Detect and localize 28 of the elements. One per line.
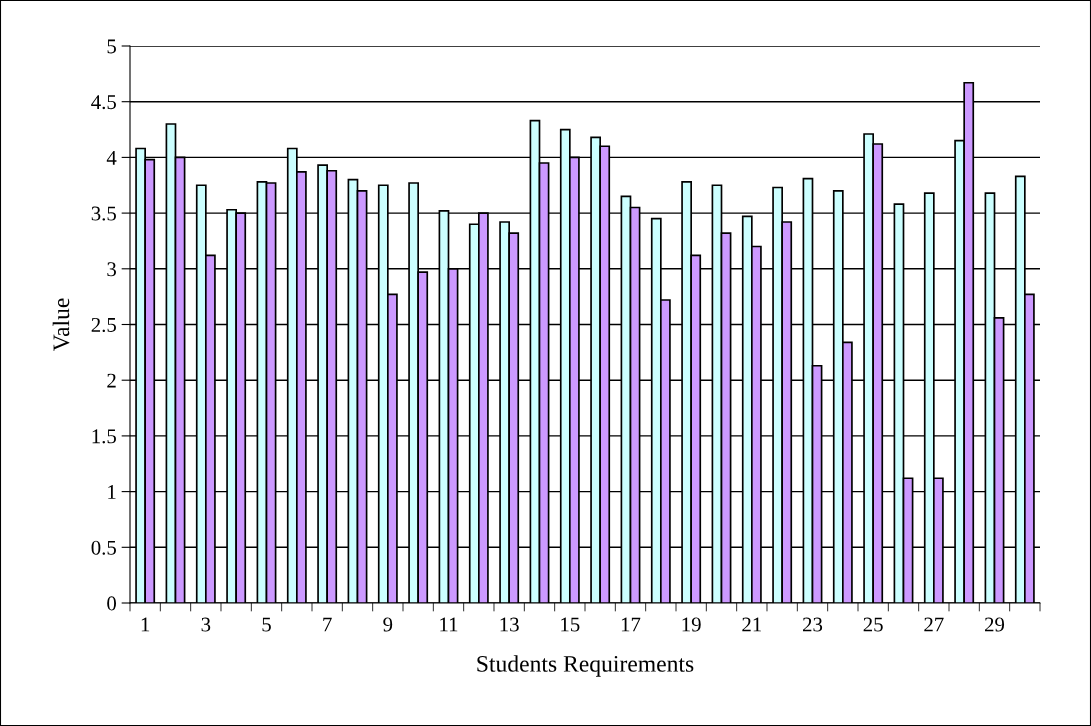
x-tick-label: 5 [262,617,271,632]
x-tick-label: 7 [323,617,332,632]
y-tick-label: 4.5 [91,95,116,110]
x-tick-label: 21 [742,617,761,632]
x-tick-label: 27 [924,617,944,632]
y-tick-label: 3.5 [91,206,116,221]
x-tick-label: 1 [141,617,150,632]
y-tick-label: 3 [107,262,116,277]
x-axis-title: Students Requirements [477,655,694,677]
x-tick-label: 15 [561,617,580,632]
x-tick-label: 23 [803,617,823,632]
x-tick-label: 29 [985,617,1005,632]
x-tick-label: 9 [383,617,393,632]
x-tick-label: 17 [621,617,641,632]
y-tick-label: 5 [107,39,116,54]
x-tick-label: 19 [682,617,701,632]
y-tick-label: 2 [107,373,116,388]
y-tick-label: 1 [108,485,116,499]
y-tick-label: 4 [106,150,117,165]
x-tick-label: 25 [863,617,883,632]
y-axis-title: Value [52,298,70,352]
y-tick-label: 0 [107,596,117,611]
y-tick-label: 2.5 [91,317,116,333]
x-tick-label: 3 [201,617,211,632]
x-tick-label: 11 [440,617,458,632]
y-tick-label: 0.5 [91,540,116,555]
x-tick-label: 13 [500,617,519,632]
y-tick-label: 1.5 [92,429,116,444]
